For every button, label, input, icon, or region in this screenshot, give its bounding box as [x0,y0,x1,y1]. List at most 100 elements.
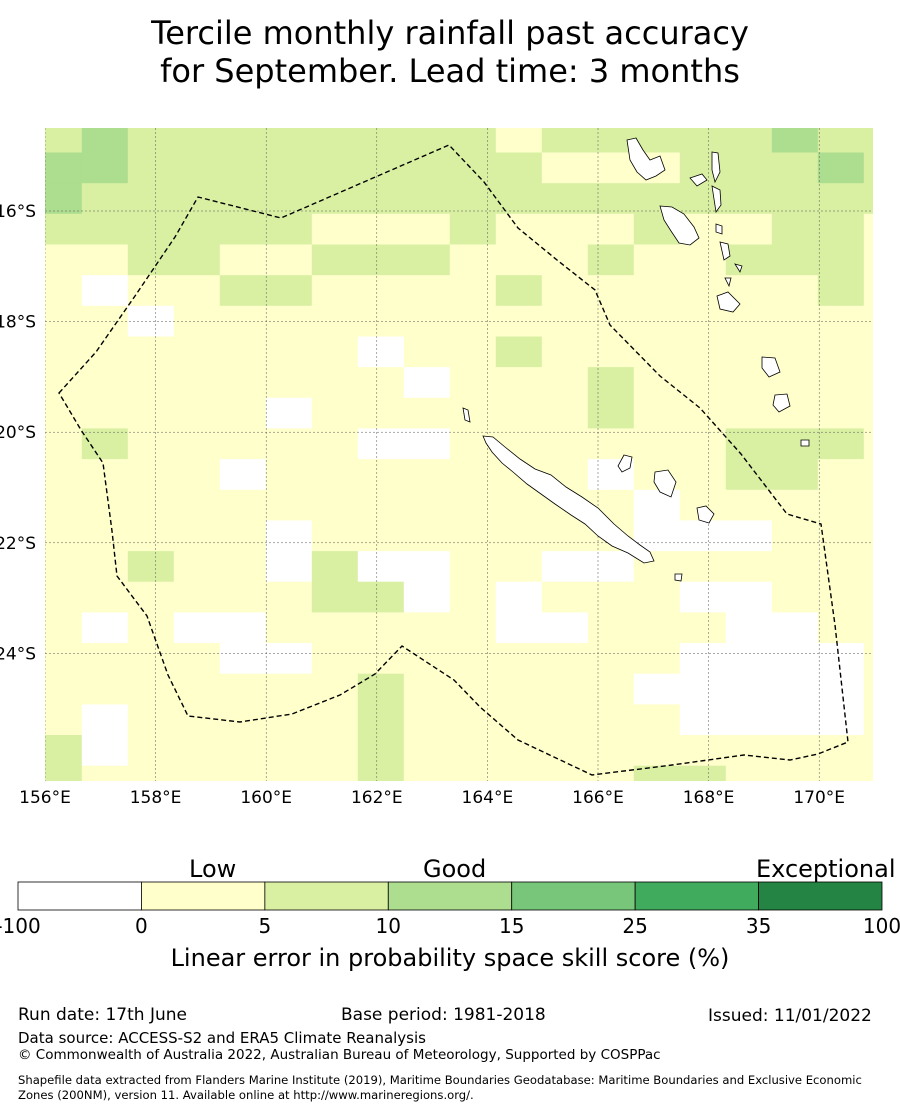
skill-cell [127,275,175,307]
skill-cell [449,581,497,613]
skill-cell [173,275,221,307]
latitude-tick-label: 16°S [0,202,36,222]
skill-cell [633,367,681,399]
land-outline [659,205,700,246]
skill-cell [817,336,865,368]
skill-cell [587,673,635,705]
skill-cell [173,213,221,246]
skill-cell [817,244,865,276]
skill-cell [863,643,873,675]
skill-cell [633,735,681,767]
colorbar-category-exceptional: Exceptional [756,855,896,883]
skill-cell [771,673,819,705]
skill-cell [403,673,451,705]
skill-cell [265,673,313,705]
skill-cell [127,336,175,368]
skill-cell [357,459,405,491]
skill-cell [265,551,313,583]
skill-cell [173,428,221,460]
skill-cell [587,397,635,430]
skill-cell [403,213,451,246]
skill-cell [771,581,819,613]
skill-cell [863,581,873,613]
skill-cell [587,735,635,767]
skill-cell [771,275,819,307]
skill-cell [587,551,635,583]
skill-cell [863,213,873,246]
skill-cell [725,244,773,276]
skill-cell [127,152,175,184]
skill-cell [357,704,405,736]
skill-cell [45,183,83,215]
skill-cell [541,643,589,675]
base-period: Base period: 1981-2018 [341,1005,546,1025]
skill-cell [311,213,359,246]
skill-cell [587,704,635,736]
skill-cell [449,489,497,522]
skill-cell [173,459,221,491]
skill-cell [817,735,865,767]
skill-cell [817,489,865,522]
skill-cell [311,551,359,583]
skill-cell [403,551,451,583]
skill-cell [495,244,543,276]
skill-cell [679,367,727,399]
skill-cell [311,459,359,491]
skill-cell [817,128,865,154]
skill-cell [541,244,589,276]
skill-cell [219,551,267,583]
skill-cell [771,612,819,644]
skill-cell [265,152,313,184]
skill-cell [81,244,129,276]
skill-cell [127,765,175,781]
skill-cell [265,643,313,675]
skill-cell [81,551,129,583]
skill-cell [587,128,635,154]
skill-cell [863,397,873,430]
skill-cell [449,551,497,583]
skill-cell [45,459,83,491]
skill-cell [81,581,129,613]
skill-cell [679,459,727,491]
skill-cell [357,735,405,767]
skill-cell [173,128,221,154]
land-outline [711,185,722,214]
skill-cell [127,520,175,552]
skill-cell [127,367,175,399]
skill-cell [127,213,175,246]
skill-cell [679,704,727,736]
skill-cell [81,643,129,675]
skill-cell [219,735,267,767]
skill-cell [45,367,83,399]
skill-cell [403,520,451,552]
shapefile-credit-line-2: Zones (200NM), version 11. Available onl… [18,1088,474,1102]
skill-cell [633,489,681,522]
colorbar-tick-label: 5 [258,914,271,938]
land-outlines [462,137,810,582]
skill-cell [541,336,589,368]
skill-cell [541,704,589,736]
skill-cell [173,765,221,781]
latitude-tick-label: 18°S [0,313,36,333]
skill-cell [127,704,175,736]
skill-cell [633,673,681,705]
skill-cell [633,275,681,307]
skill-cell [587,428,635,460]
skill-cell [863,275,873,307]
skill-cell [541,183,589,215]
skill-cell [725,643,773,675]
skill-cell [495,367,543,399]
skill-cell [127,489,175,522]
skill-cell [403,183,451,215]
skill-cell [449,643,497,675]
skill-cell [265,489,313,522]
skill-cell [127,612,175,644]
skill-cell [127,673,175,705]
colorbar-segment [634,881,759,911]
colorbar-tick-label: 25 [622,914,647,938]
land-outline [761,356,781,378]
skill-cell [817,765,865,781]
skill-cell [173,704,221,736]
skill-cell [495,275,543,307]
skill-cell [725,581,773,613]
